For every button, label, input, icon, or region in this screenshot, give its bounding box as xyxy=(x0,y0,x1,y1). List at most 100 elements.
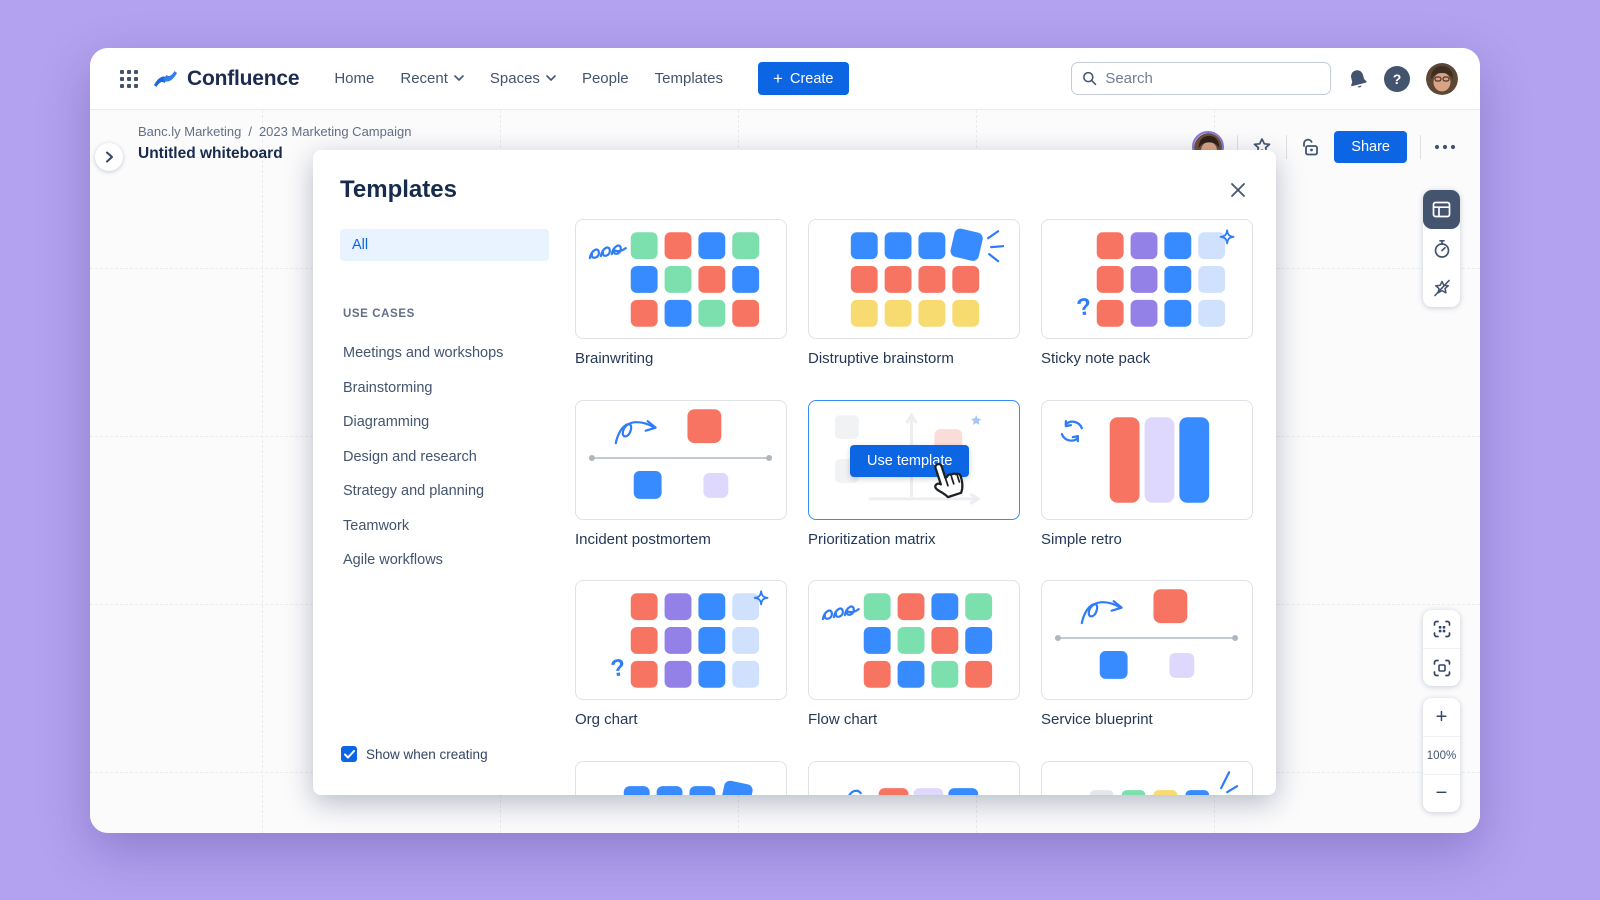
breadcrumb-page[interactable]: 2023 Marketing Campaign xyxy=(258,124,412,139)
modal-close-button[interactable] xyxy=(1224,176,1252,204)
user-avatar[interactable] xyxy=(1426,62,1458,95)
template-thumbnail-hovered[interactable]: Use template xyxy=(808,400,1020,520)
show-when-creating-toggle[interactable]: Show when creating xyxy=(341,746,488,762)
use-cases-heading: USE CASES xyxy=(343,308,415,320)
category-design-and-research[interactable]: Design and research xyxy=(343,448,477,465)
template-card-partial xyxy=(808,761,1020,795)
unlock-icon xyxy=(1303,138,1319,155)
template-thumbnail[interactable] xyxy=(575,219,787,339)
templates-modal: Templates All USE CASES Meetings and wor… xyxy=(313,150,1276,795)
focus-element-icon xyxy=(1433,659,1450,676)
fit-screen-icon xyxy=(1433,620,1450,638)
filter-all[interactable]: All xyxy=(340,229,549,261)
app-switcher-button[interactable] xyxy=(112,62,146,96)
category-meetings-and-workshops[interactable]: Meetings and workshops xyxy=(343,345,504,362)
avatar-photo xyxy=(1426,62,1458,95)
template-card-sticky-note-pack: ? Sticky note pack xyxy=(1041,219,1253,367)
use-template-button[interactable]: Use template xyxy=(850,445,970,477)
template-thumbnail[interactable] xyxy=(1041,580,1253,700)
template-name: Distruptive brainstorm xyxy=(808,350,954,367)
template-card-brainwriting: Brainwriting xyxy=(575,219,787,367)
breadcrumb-separator: / xyxy=(248,124,252,139)
partial-illustration xyxy=(1089,771,1239,795)
category-teamwork[interactable]: Teamwork xyxy=(343,517,410,534)
template-name: Prioritization matrix xyxy=(808,531,936,548)
template-card-simple-retro: Simple retro xyxy=(1041,400,1253,548)
partial-illustration xyxy=(623,780,753,795)
divider xyxy=(1237,135,1239,159)
template-thumbnail[interactable] xyxy=(808,761,1020,795)
breadcrumb: Banc.ly Marketing / 2023 Marketing Campa… xyxy=(138,124,411,139)
template-card-flow-chart: Flow chart xyxy=(808,580,1020,728)
nav-item-spaces[interactable]: Spaces xyxy=(490,70,556,87)
breadcrumb-space[interactable]: Banc.ly Marketing xyxy=(138,124,242,139)
ellipsis-icon xyxy=(1434,144,1456,150)
chevron-down-icon xyxy=(546,75,556,82)
template-thumbnail[interactable]: ? xyxy=(1041,219,1253,339)
zoom-in-button[interactable]: + xyxy=(1435,705,1448,728)
vote-star-icon xyxy=(1433,279,1450,296)
sticky-note-pack-illustration: ? xyxy=(1075,229,1235,327)
show-when-creating-label: Show when creating xyxy=(366,746,488,762)
divider xyxy=(1286,135,1288,159)
more-options-button[interactable] xyxy=(1434,144,1456,150)
unlock-button[interactable] xyxy=(1300,137,1321,158)
logo-text: Confluence xyxy=(187,66,300,90)
fit-panel xyxy=(1423,610,1460,686)
notifications-button[interactable] xyxy=(1347,68,1368,89)
category-strategy-and-planning[interactable]: Strategy and planning xyxy=(343,483,485,500)
hand-cursor-icon xyxy=(934,462,964,499)
template-thumbnail[interactable] xyxy=(1041,761,1253,795)
nav-item-people[interactable]: People xyxy=(581,70,629,87)
template-thumbnail[interactable] xyxy=(808,580,1020,700)
search-input[interactable] xyxy=(1105,70,1320,87)
nav-item-templates[interactable]: Templates xyxy=(654,70,724,87)
template-card-service-blueprint: Service blueprint xyxy=(1041,580,1253,728)
confluence-logo[interactable]: Confluence xyxy=(152,66,300,91)
timer-tool-button[interactable] xyxy=(1423,229,1460,268)
create-button[interactable]: + Create xyxy=(758,62,849,95)
nav-item-home[interactable]: Home xyxy=(334,70,375,87)
voting-tool-button[interactable] xyxy=(1423,268,1460,307)
partial-illustration xyxy=(848,788,979,795)
template-name: Sticky note pack xyxy=(1041,350,1151,367)
chevron-right-icon xyxy=(105,151,113,163)
template-thumbnail[interactable]: ? xyxy=(575,580,787,700)
sidebar-expand-button[interactable] xyxy=(95,143,123,171)
breadcrumb-block: Banc.ly Marketing / 2023 Marketing Campa… xyxy=(138,124,411,163)
incident-postmortem-illustration xyxy=(588,409,773,499)
template-card-prioritization-matrix: Use template Prioritization matrix xyxy=(808,400,1020,548)
zoom-out-button[interactable]: − xyxy=(1423,774,1460,812)
timer-icon xyxy=(1434,239,1449,258)
board-title[interactable]: Untitled whiteboard xyxy=(138,145,283,162)
template-card-partial xyxy=(1041,761,1253,795)
search-box[interactable] xyxy=(1071,62,1331,95)
templates-tool-button[interactable] xyxy=(1423,190,1460,229)
question-icon: ? xyxy=(1392,70,1402,87)
template-thumbnail[interactable] xyxy=(575,761,787,795)
template-thumbnail[interactable] xyxy=(575,400,787,520)
app-window: Confluence Home Recent Spaces People Tem… xyxy=(90,48,1480,833)
template-thumbnail[interactable] xyxy=(1041,400,1253,520)
template-thumbnail[interactable] xyxy=(808,219,1020,339)
template-card-org-chart: ? Org chart xyxy=(575,580,787,728)
disruptive-brainstorm-illustration xyxy=(850,228,1005,327)
zoom-level: 100% xyxy=(1423,736,1460,774)
modal-title: Templates xyxy=(340,176,457,203)
check-icon xyxy=(343,749,355,758)
category-agile-workflows[interactable]: Agile workflows xyxy=(343,552,443,569)
zoom-to-fit-button[interactable] xyxy=(1423,610,1460,648)
category-brainstorming[interactable]: Brainstorming xyxy=(343,379,433,396)
template-card-distruptive-brainstorm: Distruptive brainstorm xyxy=(808,219,1020,367)
category-diagramming[interactable]: Diagramming xyxy=(343,414,430,431)
nav-item-recent[interactable]: Recent xyxy=(400,70,464,87)
bell-icon xyxy=(1351,70,1367,88)
zoom-to-selection-button[interactable] xyxy=(1423,648,1460,686)
template-name: Simple retro xyxy=(1041,531,1122,548)
checkbox-checked[interactable] xyxy=(341,746,357,762)
use-cases-list: Meetings and workshops Brainstorming Dia… xyxy=(343,336,503,578)
help-button[interactable]: ? xyxy=(1384,65,1410,92)
chevron-down-icon xyxy=(454,75,464,82)
template-name: Flow chart xyxy=(808,711,878,728)
share-button[interactable]: Share xyxy=(1334,131,1407,163)
